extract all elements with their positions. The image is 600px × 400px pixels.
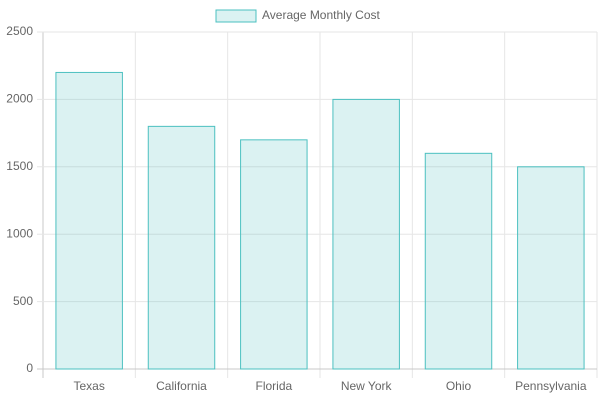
y-tick-label: 0 bbox=[26, 361, 33, 375]
x-tick-label: California bbox=[156, 379, 207, 393]
x-tick-label: Florida bbox=[255, 379, 292, 393]
x-tick-label: Pennsylvania bbox=[515, 379, 587, 393]
legend-swatch bbox=[215, 9, 257, 23]
bar bbox=[240, 139, 308, 370]
bar bbox=[55, 71, 123, 370]
x-tick-label: Texas bbox=[73, 379, 104, 393]
y-tick-label: 500 bbox=[13, 294, 33, 308]
y-tick-label: 1500 bbox=[6, 159, 33, 173]
y-tick-label: 2000 bbox=[6, 92, 33, 106]
legend-label: Average Monthly Cost bbox=[262, 8, 381, 22]
x-tick-label: New York bbox=[341, 379, 393, 393]
x-tick-label: Ohio bbox=[446, 379, 472, 393]
y-tick-label: 2500 bbox=[6, 24, 33, 38]
y-tick-label: 1000 bbox=[6, 226, 33, 240]
bar bbox=[517, 166, 585, 370]
bar bbox=[147, 125, 216, 370]
bar bbox=[332, 98, 400, 370]
bar bbox=[424, 152, 493, 370]
